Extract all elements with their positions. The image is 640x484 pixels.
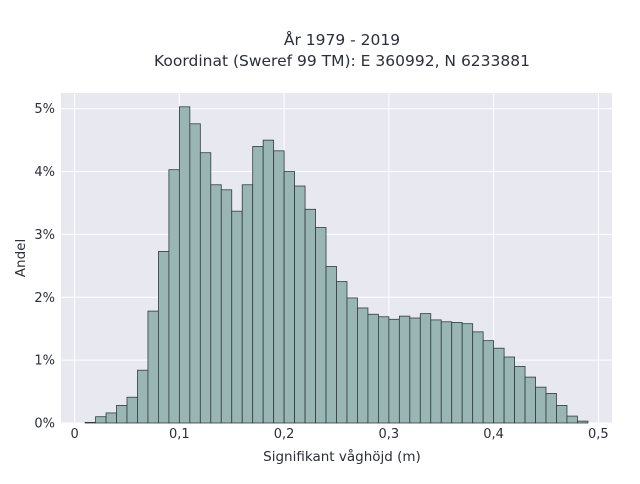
- y-tick-label: 5%: [34, 102, 55, 117]
- histogram-bar: [199, 152, 212, 424]
- histogram-bar: [158, 250, 170, 424]
- histogram-bar: [472, 331, 484, 424]
- histogram-bar: [378, 316, 390, 424]
- x-axis-ticks: 0 0,1 0,2 0,3 0,4 0,5: [70, 427, 608, 442]
- x-tick-label: 0,2: [274, 427, 295, 442]
- histogram-bars: [84, 106, 589, 424]
- histogram-bar: [137, 369, 149, 424]
- histogram-bar: [294, 185, 306, 424]
- histogram-bar: [336, 281, 348, 424]
- histogram-bar: [147, 310, 159, 424]
- histogram-bar: [357, 307, 369, 424]
- histogram-bar: [105, 412, 117, 424]
- histogram-bar: [178, 106, 191, 424]
- x-tick-label: 0: [70, 427, 78, 442]
- histogram-bar: [231, 210, 243, 424]
- histogram-bar: [493, 347, 505, 424]
- histogram-bar: [315, 227, 327, 424]
- histogram-bar: [84, 421, 96, 424]
- histogram-bar: [566, 415, 578, 424]
- y-tick-label: 3%: [34, 228, 55, 243]
- y-tick-label: 2%: [34, 291, 55, 306]
- y-tick-label: 1%: [34, 354, 55, 369]
- y-tick-label: 0%: [34, 417, 55, 432]
- histogram-bar: [95, 416, 107, 424]
- histogram-bar: [398, 315, 411, 424]
- x-tick-label: 0,1: [169, 427, 190, 442]
- histogram-bar: [577, 420, 589, 424]
- histogram-bar: [283, 171, 295, 424]
- y-axis-ticks: 0% 1% 2% 3% 4% 5%: [34, 102, 55, 431]
- histogram-bar: [210, 184, 222, 424]
- histogram-bar: [503, 356, 515, 424]
- histogram-bar: [388, 318, 400, 424]
- histogram-bar: [451, 322, 463, 424]
- histogram-bar: [461, 323, 474, 424]
- histogram-bar: [126, 396, 138, 424]
- chart-title: År 1979 - 2019: [284, 30, 400, 49]
- x-axis-label: Signifikant våghöjd (m): [263, 448, 421, 465]
- x-tick-label: 0,3: [379, 427, 400, 442]
- y-axis-label: Andel: [13, 239, 29, 277]
- y-tick-label: 4%: [34, 165, 55, 180]
- histogram-bar: [252, 146, 264, 424]
- histogram-bar: [346, 297, 358, 424]
- histogram-bar: [482, 340, 495, 424]
- histogram-bar: [189, 123, 201, 424]
- histogram-bar: [430, 319, 442, 424]
- histogram-bar: [545, 393, 557, 424]
- histogram-bar: [168, 169, 180, 424]
- histogram-bar: [524, 376, 536, 424]
- x-tick-label: 0,5: [588, 427, 609, 442]
- histogram-bar: [325, 266, 337, 424]
- histogram-bar: [409, 317, 421, 424]
- chart-subtitle: Koordinat (Sweref 99 TM): E 360992, N 62…: [154, 52, 530, 70]
- histogram-bar: [419, 313, 432, 424]
- histogram-bar: [367, 313, 379, 424]
- histogram-bar: [116, 404, 128, 424]
- histogram-bar: [556, 404, 568, 424]
- histogram-bar: [273, 150, 285, 424]
- histogram-bar: [440, 321, 453, 424]
- histogram-bar: [514, 366, 526, 424]
- histogram-bar: [241, 184, 254, 424]
- histogram-bar: [220, 189, 233, 424]
- histogram-bar: [535, 386, 547, 424]
- histogram-bar: [262, 139, 275, 424]
- histogram-bar: [304, 208, 316, 424]
- x-tick-label: 0,4: [483, 427, 504, 442]
